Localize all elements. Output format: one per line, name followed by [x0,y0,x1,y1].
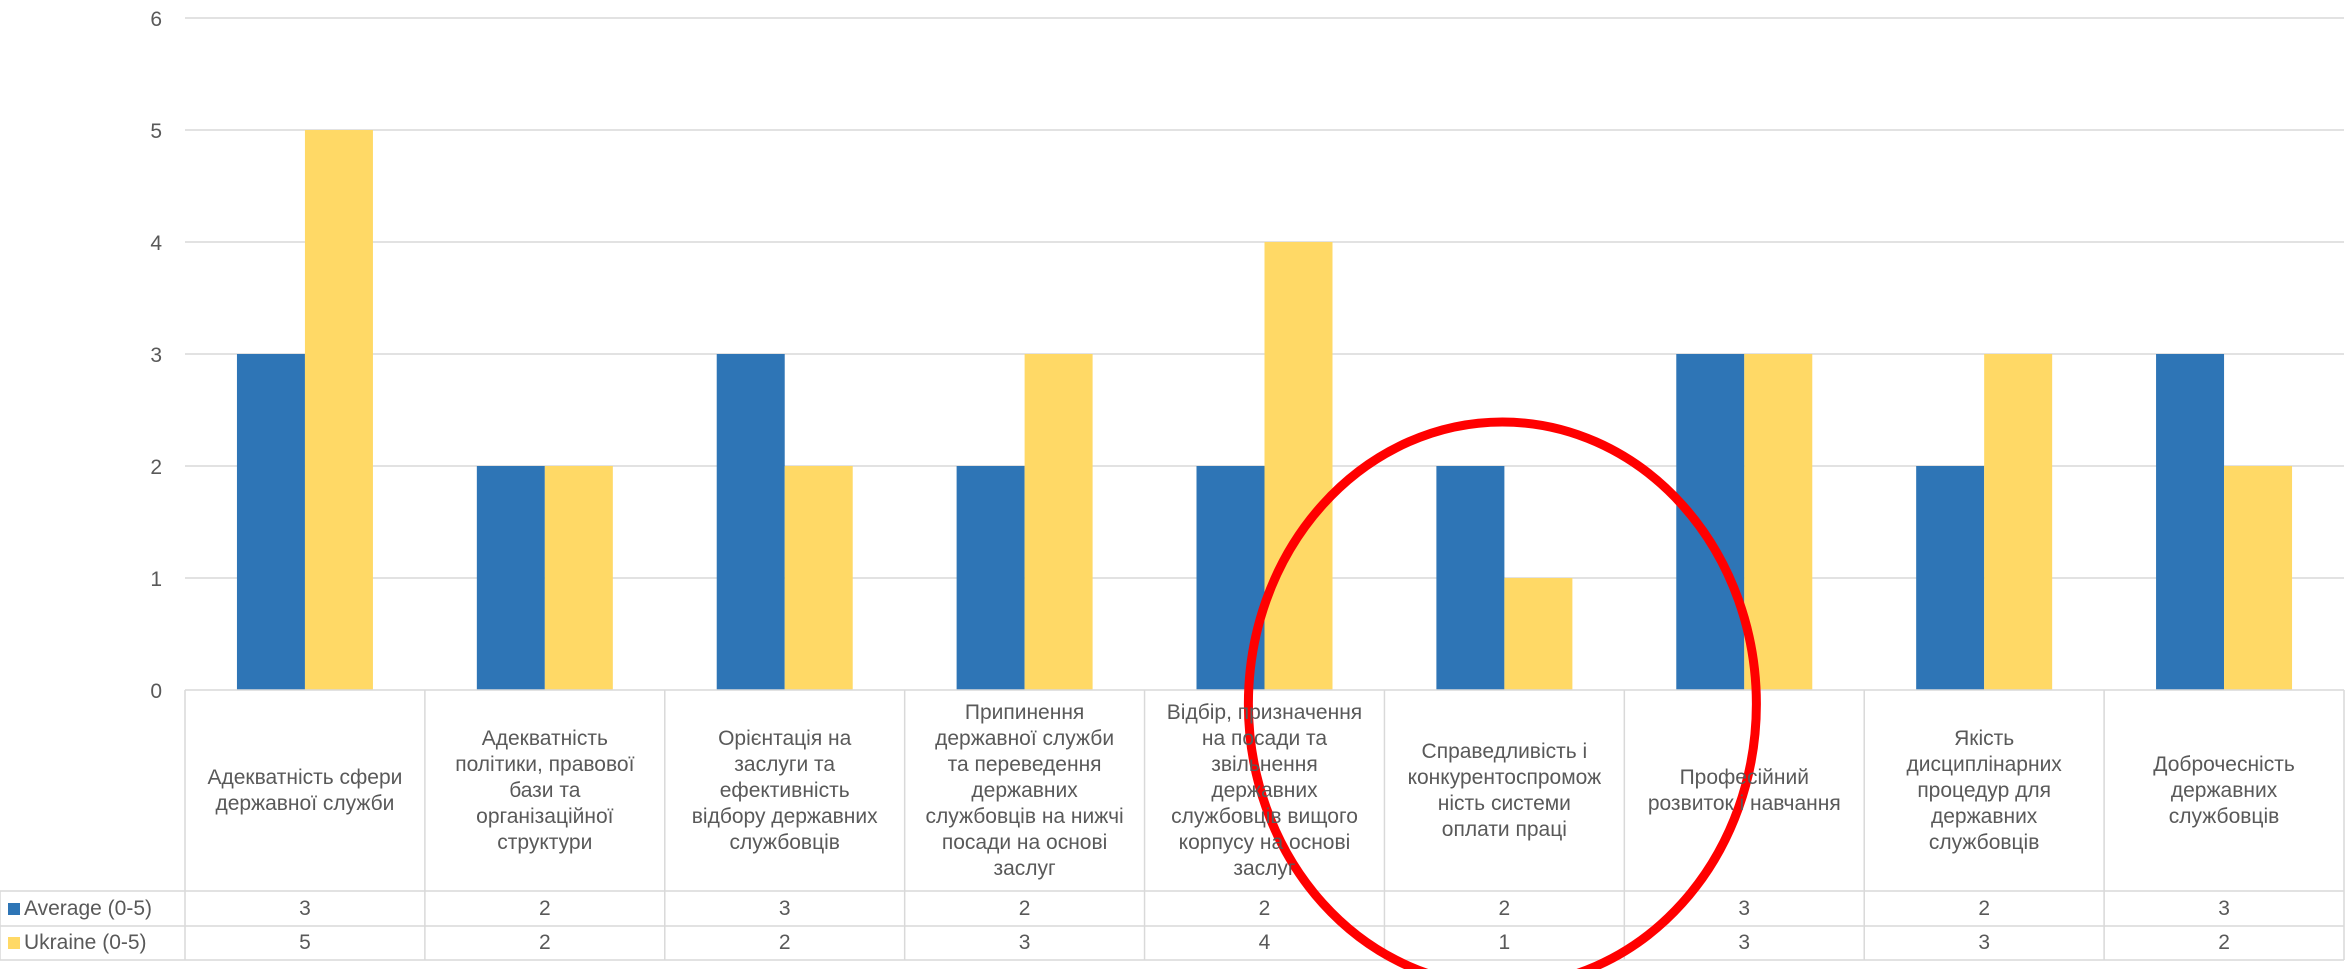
bars [236,130,2293,690]
category-label: Адекватність політики, правової бази та орг… [425,690,665,891]
y-tick-label: 1 [150,568,162,591]
bar-ukraine-3 [784,466,853,690]
table-value-cell: 3 [2218,896,2230,920]
bar-ukraine-2 [544,466,613,690]
bar-ukraine-8 [1984,354,2053,690]
table-value-cell: 3 [299,896,311,920]
table-value-cell: 2 [1978,896,1990,920]
category-label: Припинення державної служби та переведення… [905,690,1145,891]
legend-row-average: Average (0-5) [0,891,185,926]
category-label-text: Відбір, призначення на посади та звільненн… [1166,700,1363,880]
category-label: Адекватність сфери державної служби [185,690,425,891]
category-label-text: Адекватність політики, правової бази та орг… [455,726,635,854]
category-label-text: Професійний розвиток і навчання [1647,765,1841,815]
legend-swatch [8,937,20,949]
y-tick-label: 0 [150,680,162,703]
category-label-text: Адекватність сфери державної служби [207,765,403,815]
legend-label: Average (0-5) [24,896,153,920]
bar-ukraine-1 [304,130,373,690]
category-label-text: Орієнтація на заслуги та ефективність відбо… [691,726,878,854]
legend-row-ukraine: Ukraine (0-5) [0,926,185,960]
table-value-cell: 2 [1258,896,1271,920]
y-tick-label: 5 [150,120,162,143]
table-value-cell: 2 [1018,896,1031,920]
category-label-text: Доброчесність державних службовців [2153,752,2295,828]
bar-ukraine-6 [1504,578,1573,690]
table-value-cell: 4 [1258,931,1271,954]
bar-average-1 [236,354,305,690]
table-value-cell: 3 [1978,931,1990,954]
table-value-cell: 5 [299,931,311,954]
category-label-text: Припинення державної служби та переведення… [925,700,1124,880]
category-label-text: Якість дисциплінарних процедур для державни… [1906,726,2062,854]
highlight-annotation [1243,417,1761,969]
bar-ukraine-5 [1264,242,1333,690]
category-label-text: Справедливість і конкурентоспромож ність с… [1407,739,1602,841]
category-label: Орієнтація на заслуги та ефективність відбо… [665,690,905,891]
bar-average-2 [476,466,545,690]
bar-average-9 [2156,354,2225,690]
category-label: Доброчесність державних службовців [2104,690,2344,891]
category-label: Професійний розвиток і навчання [1624,690,1864,891]
table-value-cell: 2 [1498,896,1511,920]
table-value-cell: 2 [2218,931,2230,954]
data-table-lines [0,689,2345,961]
table-value-cell: 2 [538,896,551,920]
y-tick-label: 3 [150,344,162,367]
category-label: Відбір, призначення на посади та звільненн… [1145,690,1385,891]
y-axis-ticks: 0 1 2 3 4 5 6 [150,8,162,703]
y-tick-label: 2 [150,456,162,479]
y-tick-label: 4 [150,232,162,255]
bar-ukraine-9 [2224,466,2293,690]
bar-average-3 [716,354,785,690]
table-value-cell: 1 [1498,931,1511,954]
bar-average-6 [1436,466,1505,690]
category-label: Справедливість і конкурентоспромож ність с… [1384,690,1624,891]
table-value-cell: 3 [1738,931,1751,954]
y-tick-label: 6 [150,8,162,31]
bar-average-7 [1676,354,1745,690]
bar-ukraine-7 [1744,354,1813,690]
red-highlight-ellipse [1243,417,1761,969]
table-value-cell: 3 [778,896,791,920]
bar-ukraine-4 [1024,354,1093,690]
table-value-cell: 2 [778,931,791,954]
legend-label: Ukraine (0-5) [24,931,147,954]
category-label: Якість дисциплінарних процедур для державни… [1864,690,2104,891]
legend-swatch [8,902,20,915]
bar-average-8 [1916,466,1985,690]
table-value-cell: 3 [1018,931,1031,954]
bar-average-4 [956,466,1025,690]
table-value-cell: 3 [1738,896,1751,920]
table-value-cell: 2 [538,931,551,954]
